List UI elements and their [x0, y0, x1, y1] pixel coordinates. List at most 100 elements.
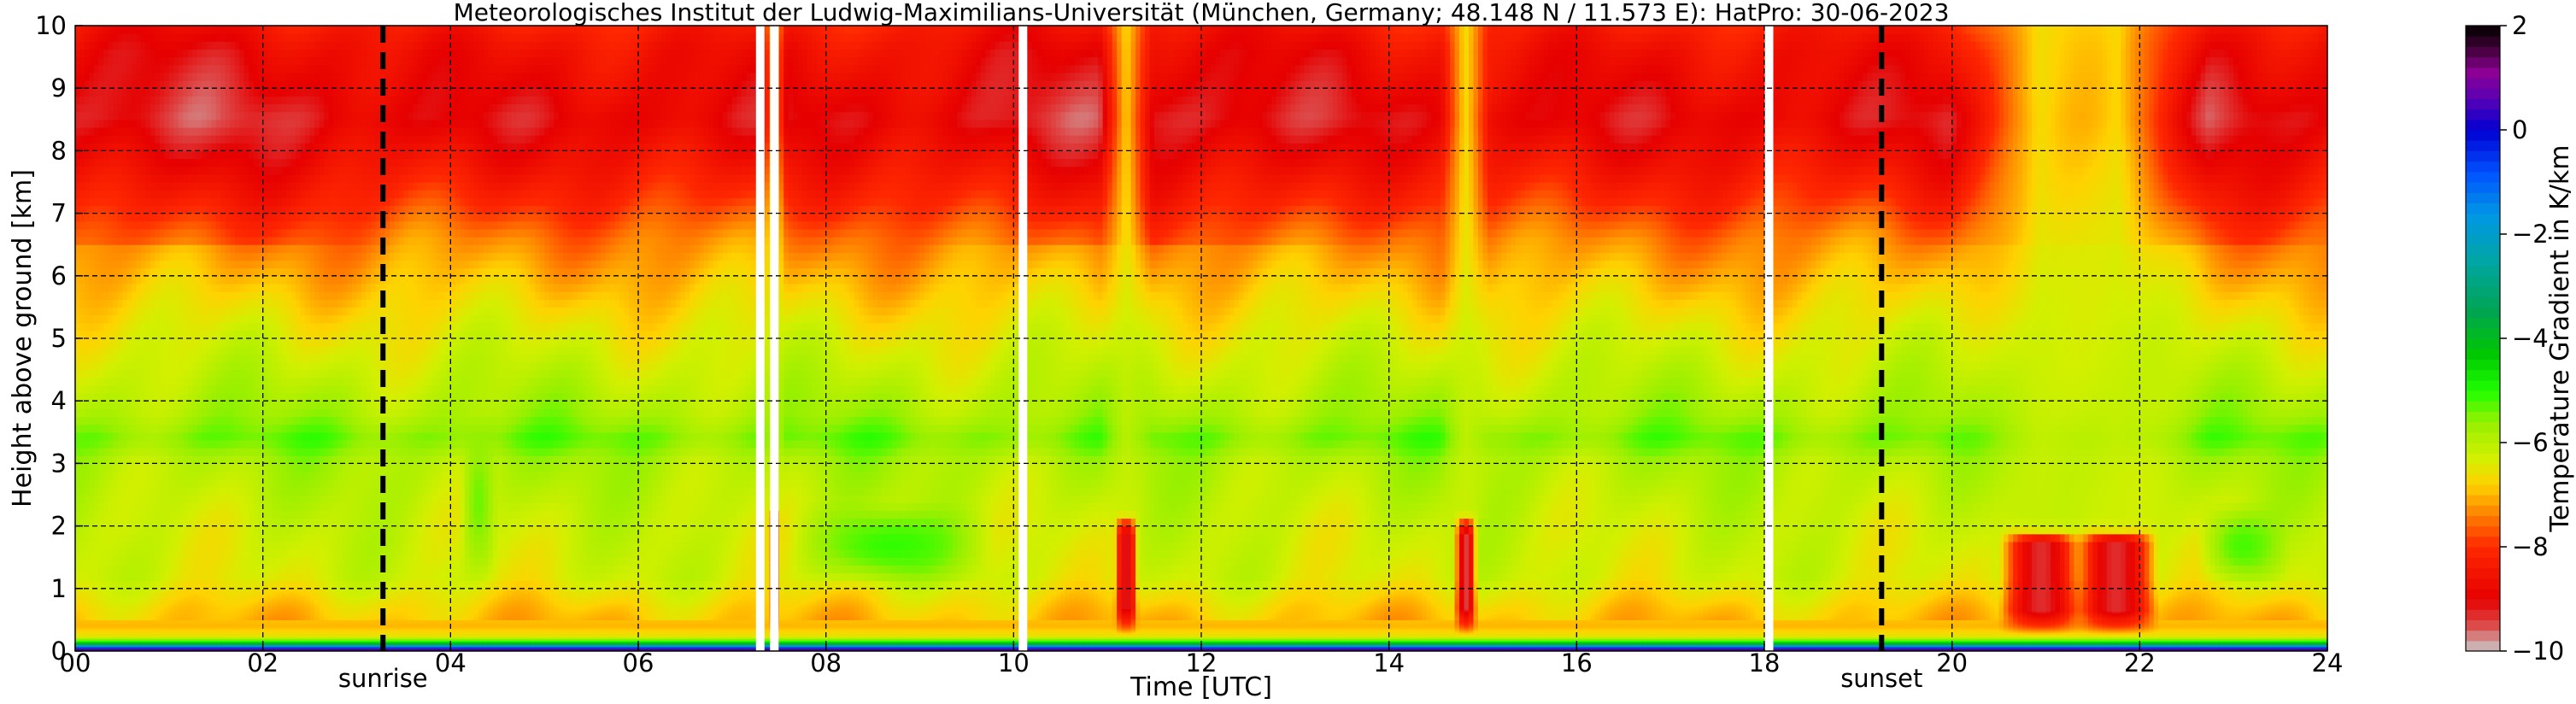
heatmap-cell [169, 120, 174, 128]
heatmap-cell [145, 174, 150, 183]
heatmap-cell [132, 440, 137, 449]
heatmap-cell [85, 463, 90, 472]
heatmap-cell [173, 432, 179, 441]
heatmap-cell [108, 307, 113, 315]
heatmap-cell [79, 472, 85, 480]
heatmap-cell [94, 502, 99, 511]
heatmap-cell [126, 159, 132, 167]
heatmap-cell [160, 448, 165, 456]
heatmap-cell [155, 338, 160, 347]
heatmap-cell [108, 354, 113, 362]
heatmap-cell [89, 323, 94, 331]
heatmap-cell [108, 284, 113, 292]
heatmap-cell [136, 127, 141, 136]
heatmap-cell [150, 182, 155, 191]
heatmap-cell [169, 229, 174, 238]
heatmap-cell [169, 385, 174, 394]
heatmap-cell [89, 252, 94, 261]
heatmap-cell [103, 104, 109, 113]
heatmap-cell [169, 261, 174, 269]
heatmap-cell [136, 526, 141, 535]
heatmap-cell [94, 57, 99, 66]
heatmap-cell [136, 378, 141, 386]
heatmap-cell [126, 573, 132, 582]
heatmap-cell [126, 361, 132, 370]
heatmap-cell [103, 331, 109, 339]
heatmap-cell [169, 354, 174, 362]
heatmap-cell [89, 393, 94, 402]
heatmap-cell [117, 57, 122, 66]
heatmap-cell [117, 393, 122, 402]
heatmap-cell [164, 479, 169, 488]
heatmap-cell [145, 472, 150, 480]
heatmap-cell [94, 323, 99, 331]
heatmap-cell [164, 174, 169, 183]
heatmap-cell [103, 167, 109, 175]
heatmap-cell [150, 104, 155, 113]
heatmap-cell [169, 518, 174, 526]
heatmap-cell [136, 244, 141, 253]
heatmap-cell [169, 323, 174, 331]
heatmap-cell [160, 135, 165, 144]
heatmap-cell [160, 26, 165, 34]
heatmap-cell [85, 408, 90, 417]
heatmap-cell [89, 135, 94, 144]
heatmap-cell [75, 57, 80, 66]
heatmap-cell [108, 401, 113, 409]
heatmap-cell [132, 463, 137, 472]
heatmap-cell [160, 291, 165, 300]
heatmap-cell [164, 331, 169, 339]
heatmap-cell [94, 127, 99, 136]
heatmap-cell [75, 479, 80, 488]
heatmap-cell [132, 135, 137, 144]
heatmap-cell [160, 167, 165, 175]
heatmap-cell [85, 542, 90, 550]
heatmap-cell [169, 112, 174, 120]
heatmap-cell [108, 174, 113, 183]
heatmap-cell [108, 448, 113, 456]
heatmap-cell [164, 41, 169, 50]
heatmap-cell [89, 472, 94, 480]
heatmap-cell [160, 214, 165, 222]
heatmap-cell [89, 244, 94, 253]
heatmap-cell [113, 174, 118, 183]
heatmap-cell [79, 49, 85, 57]
heatmap-cell [126, 315, 132, 324]
heatmap-cell [126, 518, 132, 526]
heatmap-cell [122, 159, 127, 167]
heatmap-cell [160, 237, 165, 245]
heatmap-cell [94, 425, 99, 433]
heatmap-cell [136, 49, 141, 57]
heatmap-cell [117, 205, 122, 214]
heatmap-cell [150, 41, 155, 50]
heatmap-cell [89, 495, 94, 503]
heatmap-cell [132, 307, 137, 315]
heatmap-cell [126, 197, 132, 206]
heatmap-cell [85, 49, 90, 57]
heatmap-cell [126, 291, 132, 300]
heatmap-cell [75, 73, 80, 81]
heatmap-cell [150, 135, 155, 144]
heatmap-cell [155, 432, 160, 441]
heatmap-cell [98, 408, 103, 417]
heatmap-cell [122, 26, 127, 34]
heatmap-cell [141, 244, 146, 253]
heatmap-cell [141, 190, 146, 198]
heatmap-cell [85, 150, 90, 159]
heatmap-cell [169, 96, 174, 104]
heatmap-cell [85, 526, 90, 535]
heatmap-cell [145, 526, 150, 535]
heatmap-cell [75, 315, 80, 324]
heatmap-cell [132, 182, 137, 191]
heatmap-cell [94, 284, 99, 292]
heatmap-cell [122, 221, 127, 230]
heatmap-cell [155, 221, 160, 230]
heatmap-cell [145, 565, 150, 573]
heatmap-cell [150, 440, 155, 449]
heatmap-cell [103, 26, 109, 34]
heatmap-cell [164, 338, 169, 347]
heatmap-cell [94, 104, 99, 113]
heatmap-cell [155, 299, 160, 308]
heatmap-cell [94, 338, 99, 347]
heatmap-cell [122, 495, 127, 503]
